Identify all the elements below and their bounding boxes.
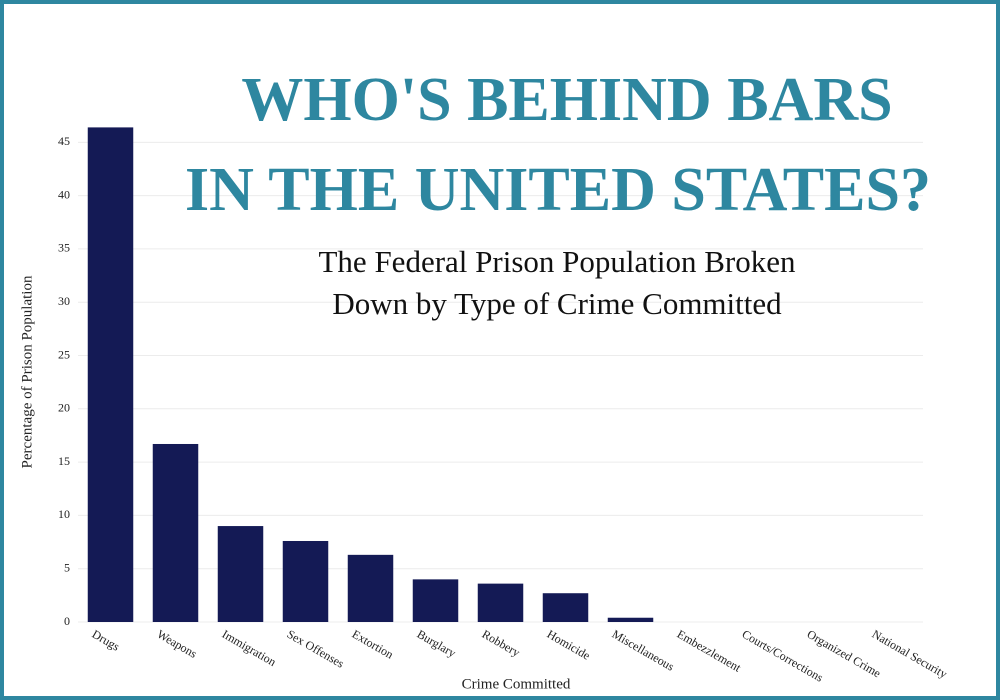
bar — [607, 617, 654, 622]
grid — [78, 141, 923, 623]
chart-subtitle: Down by Type of Crime Committed — [332, 286, 782, 321]
bar — [282, 540, 329, 622]
y-tick-label: 0 — [64, 614, 70, 628]
bar — [217, 526, 264, 622]
x-tick-label: Weapons — [155, 627, 200, 661]
bar — [542, 593, 589, 622]
x-tick-label: National Security — [870, 627, 950, 681]
bar — [152, 443, 199, 622]
x-tick-label: Drugs — [90, 627, 123, 654]
x-tick-label: Burglary — [415, 627, 459, 660]
y-tick-label: 20 — [58, 401, 70, 415]
y-tick-label: 40 — [58, 187, 70, 201]
x-tick-label: Immigration — [220, 627, 279, 669]
bar — [87, 127, 134, 622]
x-tick-label: Robbery — [480, 627, 523, 660]
y-tick-label: 25 — [58, 347, 70, 361]
x-tick-label: Miscellaneous — [610, 627, 677, 674]
x-axis-label: Crime Committed — [462, 676, 571, 692]
x-tick-label: Sex Offenses — [285, 627, 347, 671]
y-tick-label: 30 — [58, 294, 70, 308]
y-tick-label: 35 — [58, 241, 70, 255]
y-axis-label: Percentage of Prison Population — [19, 275, 35, 468]
y-tick-label: 5 — [64, 560, 70, 574]
bar — [347, 554, 394, 622]
chart-title: WHO'S BEHIND BARS — [241, 66, 892, 134]
y-tick-label: 10 — [58, 507, 70, 521]
y-tick-label: 15 — [58, 454, 70, 468]
x-tick-label: Embezzlement — [675, 627, 744, 675]
bars — [87, 127, 654, 622]
x-tick-label: Extortion — [350, 627, 396, 662]
y-tick-label: 45 — [58, 134, 70, 148]
chart-title: IN THE UNITED STATES? — [185, 156, 931, 224]
bar — [412, 579, 459, 622]
chart-subtitle: The Federal Prison Population Broken — [319, 244, 796, 279]
x-tick-label: Homicide — [545, 627, 593, 663]
bar — [477, 583, 524, 622]
